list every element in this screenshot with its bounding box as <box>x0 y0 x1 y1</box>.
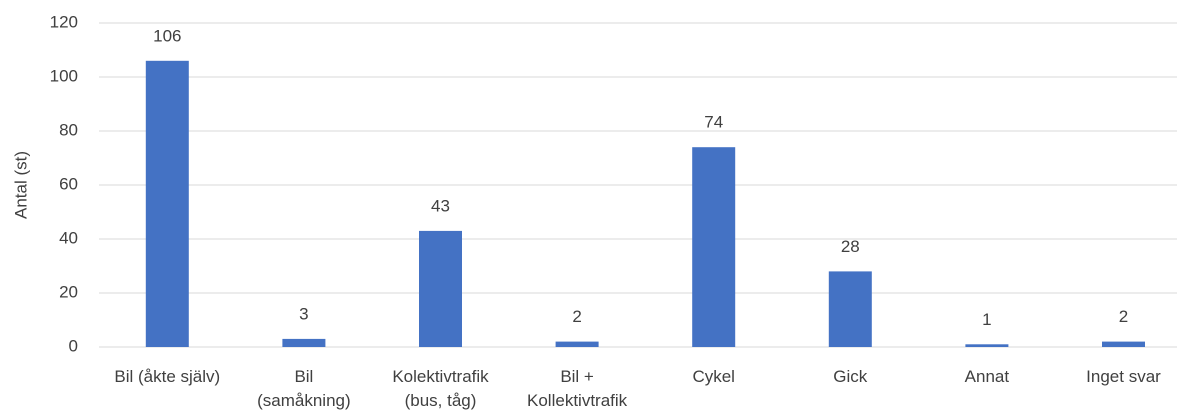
x-tick-label-line: Bil <box>294 367 313 386</box>
x-tick-label-line: (bus, tåg) <box>405 391 477 410</box>
y-tick-label: 40 <box>59 228 78 247</box>
x-tick-label: Gick <box>833 367 868 386</box>
bar <box>419 230 462 347</box>
x-tick-label-line: (samåkning) <box>257 391 351 410</box>
value-label: 2 <box>1119 307 1128 326</box>
y-tick-label: 80 <box>59 120 78 139</box>
x-tick-label-line: Kollektivtrafik <box>527 391 628 410</box>
x-tick-label-line: Gick <box>833 367 868 386</box>
bar <box>555 341 599 347</box>
value-label: 106 <box>153 26 181 45</box>
y-tick-label: 0 <box>69 336 78 355</box>
bar <box>828 271 872 347</box>
y-tick-label: 120 <box>50 12 78 31</box>
x-tick-label: Kolektivtrafik (bus, tåg) <box>392 367 489 410</box>
x-tick-label-line: Bil (åkte själv) <box>114 367 220 386</box>
x-tick-label-line: Cykel <box>692 367 735 386</box>
value-label: 1 <box>982 310 991 329</box>
value-label: 2 <box>572 307 581 326</box>
x-tick-label-line: Annat <box>965 367 1010 386</box>
x-tick-label: Bil (samåkning) <box>257 367 351 410</box>
x-tick-label: Bil (åkte själv) <box>114 367 220 386</box>
bar <box>965 344 1009 347</box>
y-tick-label: 60 <box>59 174 78 193</box>
value-label: 3 <box>299 304 308 323</box>
value-label: 43 <box>431 196 450 215</box>
value-label: 74 <box>704 113 723 132</box>
x-tick-label-line: Bil + <box>560 367 594 386</box>
bar <box>145 60 189 348</box>
x-tick-label: Inget svar <box>1086 367 1161 386</box>
bar <box>1102 341 1145 347</box>
value-label: 28 <box>841 237 860 256</box>
x-tick-label-line: Kolektivtrafik <box>392 367 489 386</box>
y-axis-label: Antal (st) <box>11 151 30 219</box>
y-tick-label: 100 <box>50 66 78 85</box>
x-tick-label: Annat <box>965 367 1010 386</box>
x-tick-label: Cykel <box>692 367 735 386</box>
bar <box>282 338 326 347</box>
y-tick-label: 20 <box>59 282 78 301</box>
bar <box>692 147 736 347</box>
x-tick-label-line: Inget svar <box>1086 367 1161 386</box>
x-tick-label: Bil + Kollektivtrafik <box>527 367 628 410</box>
